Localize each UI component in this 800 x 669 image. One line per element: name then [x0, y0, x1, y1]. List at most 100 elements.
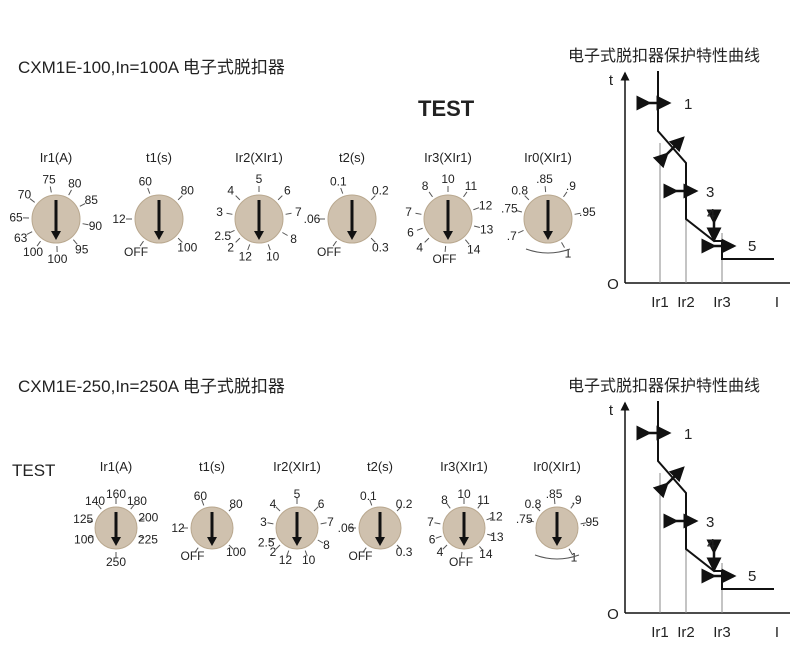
scale-tick	[201, 499, 205, 506]
scale-value: 3	[260, 515, 267, 529]
scale-value: 6	[407, 226, 414, 240]
scale-tick	[82, 223, 89, 226]
scale-tick	[473, 207, 480, 211]
scale-value: 7	[295, 205, 302, 219]
y-axis-label: t	[609, 72, 614, 89]
scale-value: 10	[302, 553, 316, 567]
panel-100a: CXM1E-100,In=100A 电子式脱扣器 TEST Ir1(A)7075…	[9, 47, 790, 311]
scale-value: 125	[73, 512, 93, 526]
scale-value: .06	[304, 212, 321, 226]
scale-tick	[460, 551, 463, 558]
scale-tick	[267, 244, 271, 251]
scale-value: 10	[441, 172, 455, 186]
pointer-tip-icon	[543, 231, 553, 240]
scale-tick	[574, 212, 581, 215]
scale-tick	[177, 237, 183, 243]
scale-value: .85	[546, 487, 563, 501]
scale-tick	[304, 550, 308, 557]
scale-tick	[424, 237, 430, 243]
scale-value: 0.1	[330, 174, 347, 188]
scale-value: .06	[338, 521, 355, 535]
scale-tick	[477, 503, 482, 509]
scale-value: 225	[138, 533, 158, 547]
scale-value: 70	[18, 187, 32, 201]
trip-curve	[657, 71, 774, 260]
scale-tick	[340, 187, 344, 194]
scale-tick	[86, 519, 93, 523]
scale-tick	[464, 239, 470, 245]
adjust-arrow-icon	[652, 466, 685, 499]
scale-tick	[561, 242, 565, 248]
pointer-tip-icon	[254, 231, 264, 240]
scale-value: 140	[85, 494, 105, 508]
scale-tick	[247, 244, 251, 251]
scale-value: 160	[106, 487, 126, 501]
scale-tick	[473, 225, 481, 229]
scale-tick	[442, 544, 448, 550]
x-axis-label: I	[775, 294, 779, 311]
scale-value: OFF	[180, 549, 204, 563]
scale-arc	[534, 554, 580, 560]
scale-tick	[517, 229, 524, 234]
scale-tick	[49, 186, 52, 193]
knob[interactable]: t2(s) 0.1 0.2 .06 0.3 OFF	[304, 150, 389, 259]
scale-value: 65	[9, 211, 23, 225]
scale-value: OFF	[449, 555, 473, 569]
scale-tick	[370, 195, 376, 201]
knob-label: Ir2(XIr1)	[273, 459, 321, 474]
scale-value: 80	[229, 497, 243, 511]
scale-value: .75	[516, 512, 533, 526]
scale-tick	[544, 186, 547, 193]
scale-value: 95	[75, 243, 89, 257]
scale-value: .85	[536, 172, 553, 186]
knob[interactable]: Ir0(XIr1) 0.8 .85 .9.95 1 .7 .75	[501, 150, 596, 261]
marker-number: 5	[748, 238, 756, 255]
x-tick-label: Ir3	[713, 624, 731, 641]
knob[interactable]: Ir0(XIr1) 0.8 .85 .9.95 1 .75	[516, 459, 599, 564]
scale-value: 75	[42, 173, 56, 187]
scale-value: 12	[171, 521, 185, 535]
knob[interactable]: t2(s) 0.1 0.2 .06 0.3 OFF	[338, 459, 413, 563]
scale-tick	[416, 227, 423, 231]
pointer-tip-icon	[207, 537, 217, 546]
scale-value: 12	[112, 212, 126, 226]
knob-label: t1(s)	[146, 150, 172, 165]
scale-tick	[370, 237, 376, 243]
scale-value: 100	[47, 252, 67, 266]
scale-tick	[535, 506, 541, 512]
pointer-tip-icon	[459, 537, 469, 546]
knob[interactable]: t1(s) 60 80 100 OFF 12	[112, 150, 197, 259]
pointer-tip-icon	[347, 231, 357, 240]
scale-value: 100	[23, 245, 43, 259]
knob-label: t1(s)	[199, 459, 225, 474]
scale-value: 10	[457, 487, 471, 501]
scale-tick	[228, 544, 234, 550]
scale-value: 80	[181, 184, 195, 198]
marker-number: 4	[707, 206, 715, 223]
knob-row: Ir1(A)140160180200225250100125t1(s)60801…	[73, 459, 599, 569]
panel-title: CXM1E-250,In=250A 电子式脱扣器	[18, 377, 285, 396]
scale-tick	[463, 191, 468, 198]
pointer-tip-icon	[552, 537, 562, 546]
scale-value: 180	[127, 494, 147, 508]
test-label: TEST	[418, 96, 475, 121]
x-tick-label: Ir2	[677, 624, 695, 641]
protection-curve: 电子式脱扣器保护特性曲线 t O I Ir1 Ir2 Ir3 1 3 4 5	[568, 377, 790, 641]
scale-value: 6	[429, 533, 436, 547]
knob[interactable]: t1(s) 60 80 100 OFF 12	[171, 459, 246, 563]
scale-value: 11	[465, 179, 478, 193]
x-tick-label: Ir2	[677, 294, 695, 311]
scale-tick	[282, 232, 288, 236]
scale-value: 100	[74, 533, 94, 547]
origin-label: O	[607, 276, 619, 293]
pointer-tip-icon	[443, 231, 453, 240]
scale-value: 5	[256, 172, 263, 186]
